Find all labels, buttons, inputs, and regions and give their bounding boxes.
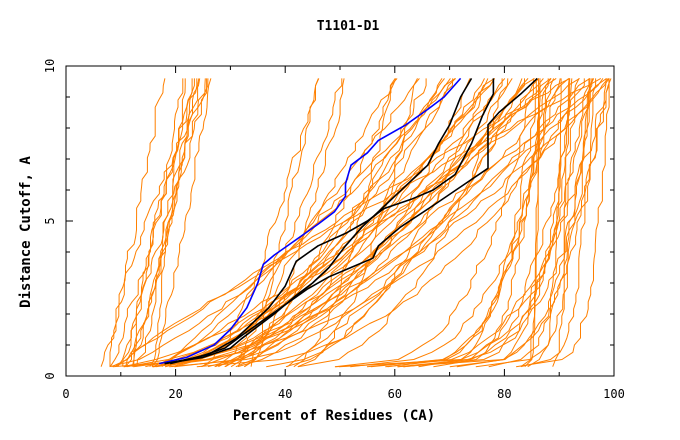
background-model-line (350, 78, 561, 368)
x-axis-label: Percent of Residues (CA) (233, 408, 435, 424)
background-model-line (366, 78, 552, 368)
background-model-line (250, 78, 319, 367)
background-model-line (516, 78, 610, 368)
background-model-line (397, 78, 595, 368)
background-model-line (403, 78, 580, 368)
highlight-model-line (164, 77, 473, 365)
x-tick-label: 60 (388, 387, 402, 401)
background-model-line (235, 78, 529, 368)
background-model-line (334, 78, 534, 368)
background-model-line (433, 78, 541, 368)
background-model-line (335, 78, 590, 368)
background-model-line (115, 77, 602, 368)
background-model-line (152, 78, 513, 368)
background-model-line (237, 78, 398, 367)
background-model-line (145, 78, 496, 368)
background-model-line (124, 78, 208, 368)
background-model-line (136, 78, 201, 367)
background-model-line (196, 78, 585, 368)
background-model-line (172, 78, 495, 368)
highlight-model-line (164, 77, 538, 365)
background-model-line (224, 78, 445, 368)
background-model-line (125, 78, 200, 367)
background-model-line (109, 78, 451, 368)
x-tick-label: 80 (497, 387, 511, 401)
background-model-line (475, 78, 593, 368)
background-model-line (237, 78, 523, 368)
background-model-line (225, 77, 557, 368)
background-model-line (524, 78, 539, 368)
background-model-line (387, 78, 549, 368)
background-model-line (149, 78, 186, 367)
background-model-line (100, 78, 166, 367)
background-model-line (520, 78, 597, 368)
background-model-line (488, 78, 594, 368)
y-axis-label: Distance Cutoff, A (18, 156, 34, 308)
background-model-line (520, 78, 541, 368)
background-model-line (418, 78, 537, 368)
background-model-line (123, 78, 570, 368)
background-model-line (287, 77, 591, 368)
background-model-line (117, 78, 206, 367)
background-model-line (244, 78, 345, 368)
background-model-line (112, 78, 610, 368)
background-model-line (200, 77, 552, 368)
chart-title: T1101-D1 (317, 19, 380, 34)
background-model-line (152, 78, 420, 368)
plot-lines (100, 77, 612, 368)
background-model-line (131, 78, 195, 367)
background-model-line (218, 78, 604, 368)
highlight-model-line (169, 78, 495, 365)
background-model-line (449, 78, 610, 368)
y-tick-label: 0 (43, 372, 57, 379)
background-model-line (297, 78, 540, 368)
background-model-line (155, 78, 609, 368)
x-tick-label: 40 (278, 387, 292, 401)
background-model-line (164, 77, 535, 368)
background-model-line (456, 78, 571, 368)
background-model-line (370, 78, 555, 368)
x-tick-label: 20 (168, 387, 182, 401)
background-model-line (293, 78, 396, 368)
background-model-line (152, 77, 607, 368)
highlight-model-line (159, 77, 462, 365)
axis-ticks: 0 20 40 60 80 100 0 5 10 (43, 59, 625, 401)
x-tick-label: 0 (62, 387, 69, 401)
background-model-line (109, 78, 193, 367)
background-model-line (169, 78, 525, 368)
x-tick-label: 100 (603, 387, 625, 401)
background-model-line (123, 78, 544, 368)
background-model-line (151, 78, 212, 368)
background-model-line (215, 78, 343, 368)
y-tick-label: 5 (43, 217, 57, 224)
background-model-line (552, 78, 570, 367)
background-model-line (133, 78, 198, 367)
y-tick-label: 10 (43, 59, 57, 73)
background-model-line (385, 78, 612, 368)
